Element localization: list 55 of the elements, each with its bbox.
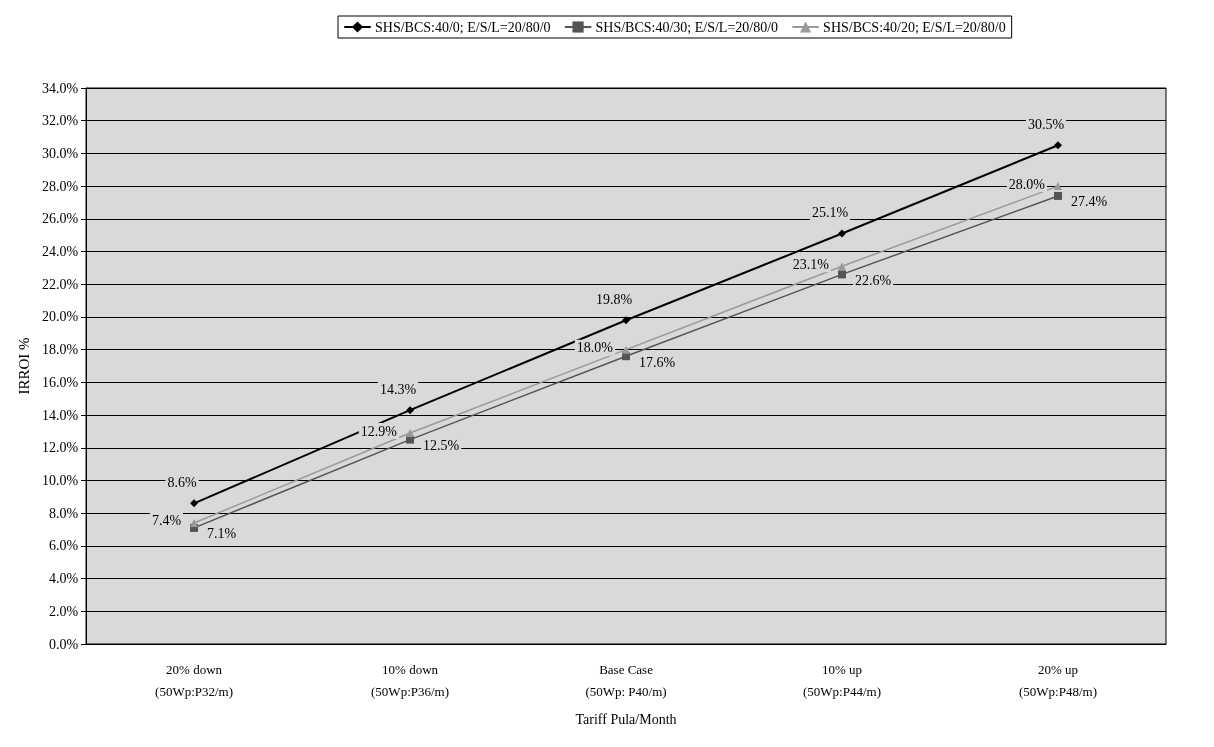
data-label: 12.9%: [360, 423, 398, 439]
data-label: 18.0%: [576, 340, 614, 356]
y-tick-label: 34.0%: [41, 80, 79, 96]
y-tick-label: 22.0%: [41, 276, 79, 292]
y-tick-label: 30.0%: [41, 145, 79, 161]
point: [190, 499, 199, 508]
y-tick-label: 12.0%: [41, 440, 79, 456]
y-tick-label: 10.0%: [41, 472, 79, 488]
legend-label: SHS/BCS:40/0; E/S/L=20/80/0: [375, 19, 551, 35]
data-label: 17.6%: [639, 354, 676, 370]
point: [1054, 182, 1063, 191]
data-label: 19.8%: [595, 291, 633, 307]
y-tick-label: 32.0%: [41, 113, 79, 129]
y-tick-label: 24.0%: [41, 244, 79, 260]
y-tick-label: 26.0%: [41, 211, 79, 227]
x-tick-label: 10% up (50Wp:P44/m): [803, 661, 882, 699]
x-tick-label: 10% down (50Wp:P36/m): [371, 661, 450, 699]
y-tick-label: 0.0%: [48, 636, 79, 652]
y-tick-label: 4.0%: [48, 571, 79, 587]
data-label: 8.6%: [167, 474, 197, 490]
legend-label: SHS/BCS:40/30; E/S/L=20/80/0: [595, 19, 779, 35]
y-axis-title: IRROI %: [15, 337, 32, 395]
data-label: 25.1%: [811, 205, 849, 221]
y-tick-label: 6.0%: [48, 538, 79, 554]
x-axis-title: Tariff Pula/Month: [575, 711, 677, 727]
data-label: 14.3%: [379, 381, 417, 397]
data-label: 7.4%: [151, 513, 182, 529]
point: [1054, 141, 1063, 150]
point: [1054, 191, 1063, 200]
y-tick-label: 2.0%: [48, 603, 79, 619]
point: [622, 316, 631, 325]
point: [838, 270, 847, 279]
data-label: 22.6%: [855, 272, 892, 288]
x-tick-label: 20% down (50Wp:P32/m): [155, 661, 234, 699]
point: [838, 229, 847, 238]
point: [622, 345, 631, 354]
y-tick-label: 28.0%: [41, 178, 79, 194]
point: [190, 518, 199, 527]
y-tick-label: 14.0%: [41, 407, 79, 423]
point: [838, 262, 847, 271]
point: [406, 406, 415, 415]
data-label: 7.1%: [207, 526, 237, 542]
data-label: 27.4%: [1071, 194, 1108, 210]
data-label: 12.5%: [423, 438, 460, 454]
y-tick-label: 18.0%: [41, 342, 79, 358]
data-label: 28.0%: [1008, 176, 1046, 192]
data-label: 30.5%: [1027, 116, 1065, 132]
x-tick-label: 20% up (50Wp:P48/m): [1019, 661, 1098, 699]
y-tick-label: 20.0%: [41, 309, 79, 325]
legend-label: SHS/BCS:40/20; E/S/L=20/80/0: [823, 19, 1006, 35]
x-tick-label: Base Case (50Wp: P40/m): [585, 661, 667, 699]
data-label: 23.1%: [792, 256, 830, 272]
y-tick-label: 8.0%: [48, 505, 79, 521]
point: [406, 429, 415, 438]
y-tick-label: 16.0%: [41, 374, 79, 390]
